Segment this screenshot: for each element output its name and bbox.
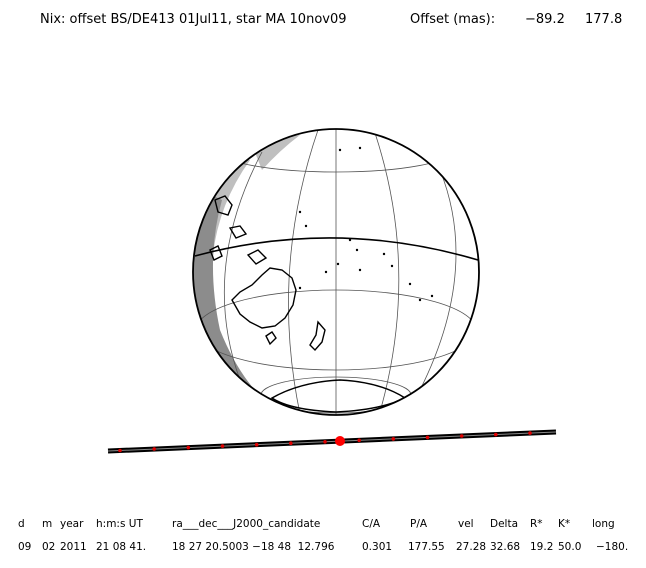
track-time-mark <box>494 432 498 437</box>
closest-approach-marker <box>335 436 345 446</box>
shadow-track <box>107 429 557 454</box>
globe-limb <box>192 128 480 416</box>
track-time-mark <box>357 438 362 443</box>
track-time-mark <box>220 444 225 448</box>
track-time-mark <box>323 440 327 444</box>
earth-globe <box>192 128 480 416</box>
track-time-mark <box>254 442 259 447</box>
track-time-mark <box>152 447 156 451</box>
plot-title: Nix: offset BS/DE413 01Jul11, star MA 10… <box>40 12 622 87</box>
offset-ra-value: −89.2 <box>525 12 565 27</box>
offset-dec-value: 177.8 <box>585 12 623 27</box>
offset-label: Offset (mas): <box>410 12 496 27</box>
track-time-mark <box>459 434 464 438</box>
track-time-mark <box>118 448 122 453</box>
equator-line <box>194 237 479 261</box>
track-time-mark <box>186 445 191 450</box>
track-time-mark <box>528 431 532 435</box>
track-centerline <box>107 431 557 452</box>
track-time-mark <box>289 441 293 446</box>
title-text: Nix: offset BS/DE413 01Jul11, star MA 10… <box>40 12 347 27</box>
pacific-islands <box>298 146 434 302</box>
track-time-mark <box>391 437 396 441</box>
track-time-mark <box>425 435 430 440</box>
